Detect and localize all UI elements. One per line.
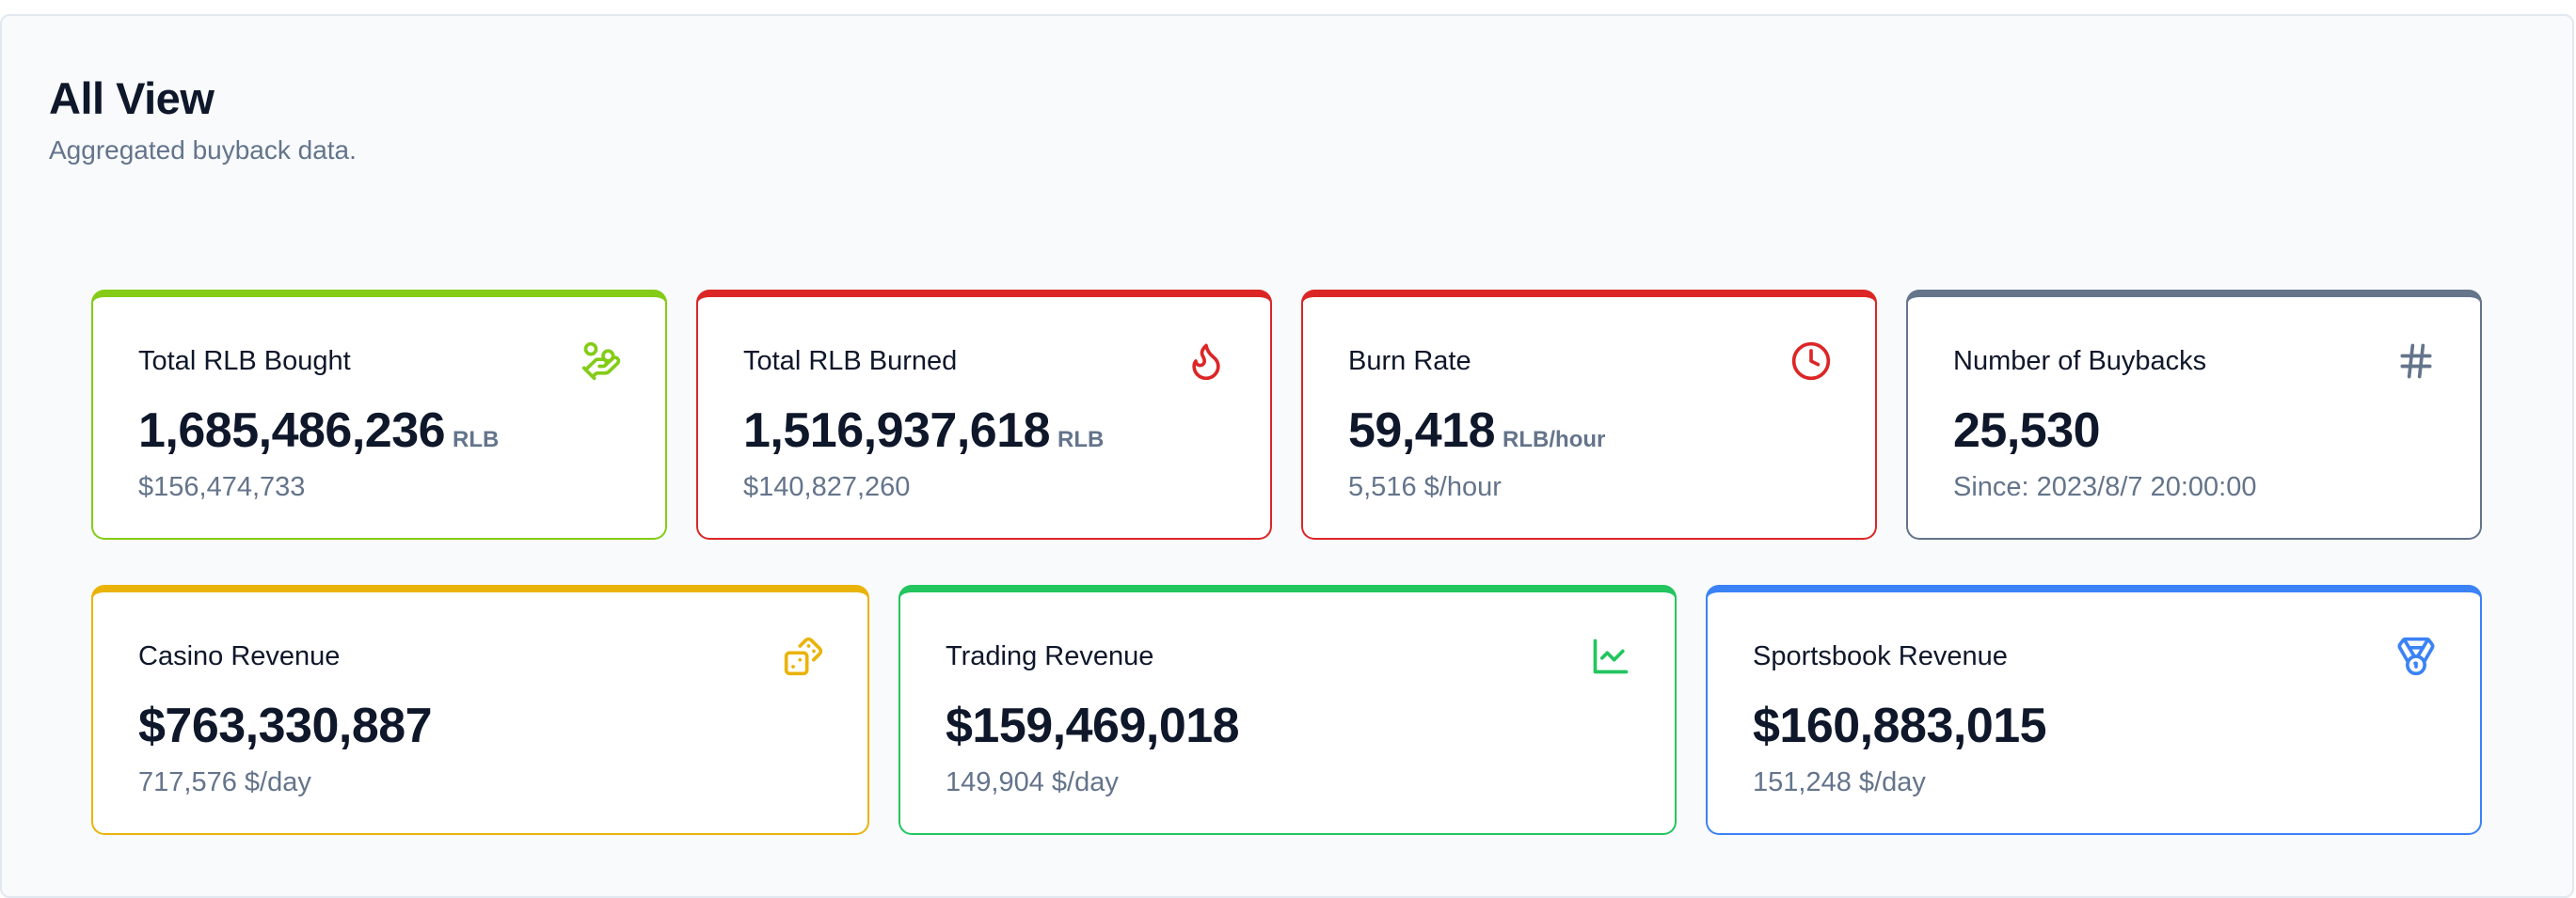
page-title: All View <box>49 73 215 123</box>
card-value: 25,530 <box>1953 403 2101 458</box>
card-value: $159,469,018 <box>946 699 1240 753</box>
card-subvalue: 717,576 $/day <box>138 767 311 797</box>
medal-icon <box>2395 636 2437 677</box>
card-subvalue: $140,827,260 <box>743 472 911 502</box>
card-sportsbook-revenue: Sportsbook Revenue $160,883,015 151,248 … <box>1706 585 2482 835</box>
card-value: 1,685,486,236 RLB <box>138 403 500 458</box>
clock-icon <box>1790 340 1832 382</box>
card-trading-revenue: Trading Revenue $159,469,018 149,904 $/d… <box>898 585 1677 835</box>
card-label: Number of Buybacks <box>1953 346 2207 376</box>
hash-icon <box>2395 340 2437 382</box>
card-unit: RLB <box>453 427 500 452</box>
page-subtitle: Aggregated buyback data. <box>49 135 357 165</box>
card-label: Casino Revenue <box>138 641 341 671</box>
card-subvalue: 5,516 $/hour <box>1348 472 1502 502</box>
card-label: Trading Revenue <box>946 641 1154 671</box>
card-label: Sportsbook Revenue <box>1753 641 2008 671</box>
card-value: $160,883,015 <box>1753 699 2047 753</box>
dice-icon <box>783 636 824 677</box>
card-label: Burn Rate <box>1348 346 1471 376</box>
flame-icon <box>1185 340 1227 382</box>
card-subvalue: Since: 2023/8/7 20:00:00 <box>1953 472 2257 502</box>
card-burn-rate: Burn Rate 59,418 RLB/hour 5,516 $/hour <box>1301 290 1877 540</box>
card-subvalue: $156,474,733 <box>138 472 306 502</box>
card-value: $763,330,887 <box>138 699 433 753</box>
card-subvalue: 151,248 $/day <box>1753 767 1926 797</box>
card-value: 1,516,937,618 RLB <box>743 403 1105 458</box>
line-chart-icon <box>1590 636 1631 677</box>
card-subvalue: 149,904 $/day <box>946 767 1119 797</box>
card-casino-revenue: Casino Revenue $763,330,887 717,576 $/da… <box>91 585 869 835</box>
card-unit: RLB <box>1057 427 1105 452</box>
hand-coins-icon <box>580 340 622 382</box>
card-value: 59,418 RLB/hour <box>1348 403 1606 458</box>
card-total-rlb-burned: Total RLB Burned 1,516,937,618 RLB $140,8… <box>696 290 1272 540</box>
card-unit: RLB/hour <box>1503 427 1606 452</box>
card-label: Total RLB Burned <box>743 346 958 376</box>
card-total-rlb-bought: Total RLB Bought 1,685,486,236 RLB $156,4… <box>91 290 667 540</box>
card-label: Total RLB Bought <box>138 346 351 376</box>
card-number-of-buybacks: Number of Buybacks 25,530 Since: 2023/8/… <box>1906 290 2482 540</box>
